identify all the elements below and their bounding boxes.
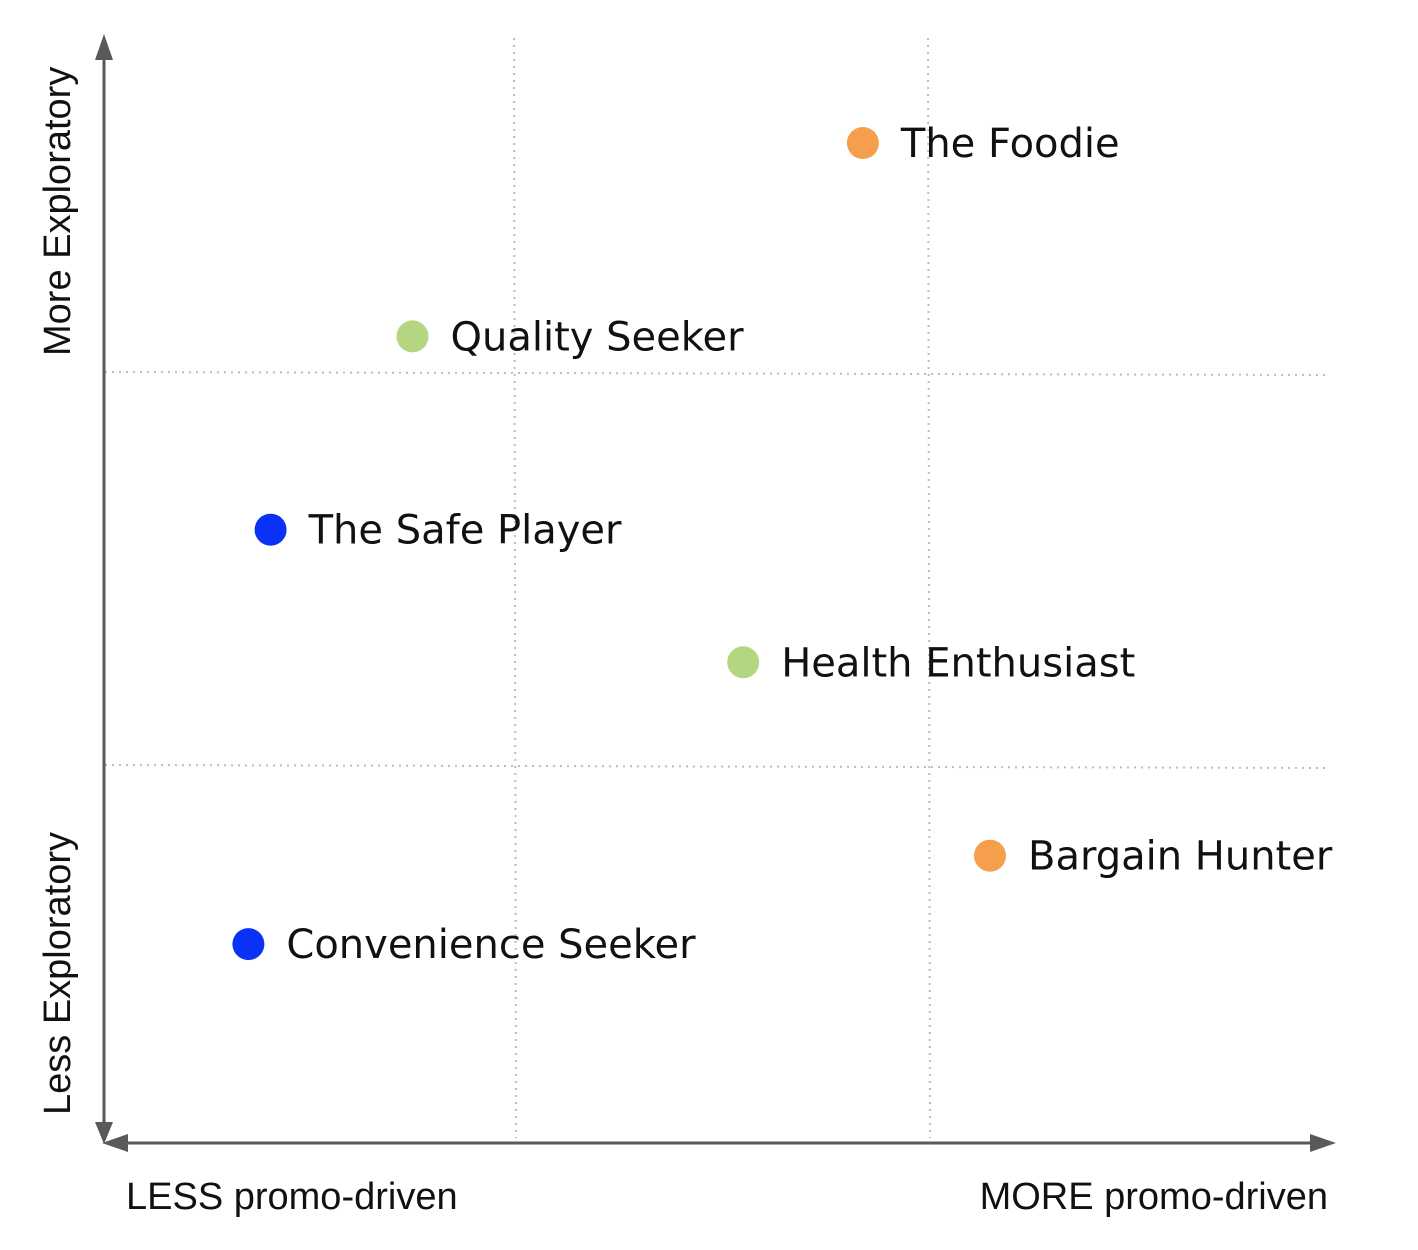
data-point-marker [232,928,265,961]
data-point-label: The Safe Player [308,508,622,554]
data-point-label: Quality Seeker [451,314,745,360]
data-point-marker [254,513,287,546]
x-axis-right-label: MORE promo-driven [980,1176,1328,1218]
data-point-group: Bargain Hunter [974,834,1333,880]
y-axis-bottom-arrowhead [95,1122,113,1144]
y-axis-top-arrowhead [95,34,113,60]
data-point-group: Quality Seeker [396,314,745,360]
y-axis: More Exploratory Less Exploratory [37,34,113,1144]
grid-vertical-line-1 [513,37,517,1139]
grid-vertical-line-2 [927,37,931,1139]
data-point-label: Convenience Seeker [286,922,696,968]
y-axis-bottom-label: Less Exploratory [37,832,79,1115]
x-axis: LESS promo-driven MORE promo-driven [102,1134,1336,1218]
data-point-marker [974,839,1006,872]
data-point-group: Health Enthusiast [727,640,1135,686]
x-axis-left-label: LESS promo-driven [126,1176,458,1218]
data-point-marker [396,320,429,353]
grid [104,37,1331,1139]
y-axis-top-label: More Exploratory [37,67,79,356]
data-point-marker [846,127,879,159]
x-axis-right-arrowhead [1310,1134,1336,1152]
data-point-label: The Foodie [900,121,1120,167]
points-layer: The Foodie Quality Seeker The Safe Player H… [232,121,1333,968]
grid-horizontal-line-1 [104,371,1331,376]
x-axis-left-arrowhead [102,1134,128,1152]
data-point-group: The Safe Player [254,508,622,554]
data-point-group: Convenience Seeker [232,922,696,968]
data-point-label: Health Enthusiast [781,640,1135,686]
data-point-marker [727,646,760,679]
grid-horizontal-line-2 [104,764,1331,769]
data-point-label: Bargain Hunter [1028,834,1333,880]
data-point-group: The Foodie [846,121,1120,167]
